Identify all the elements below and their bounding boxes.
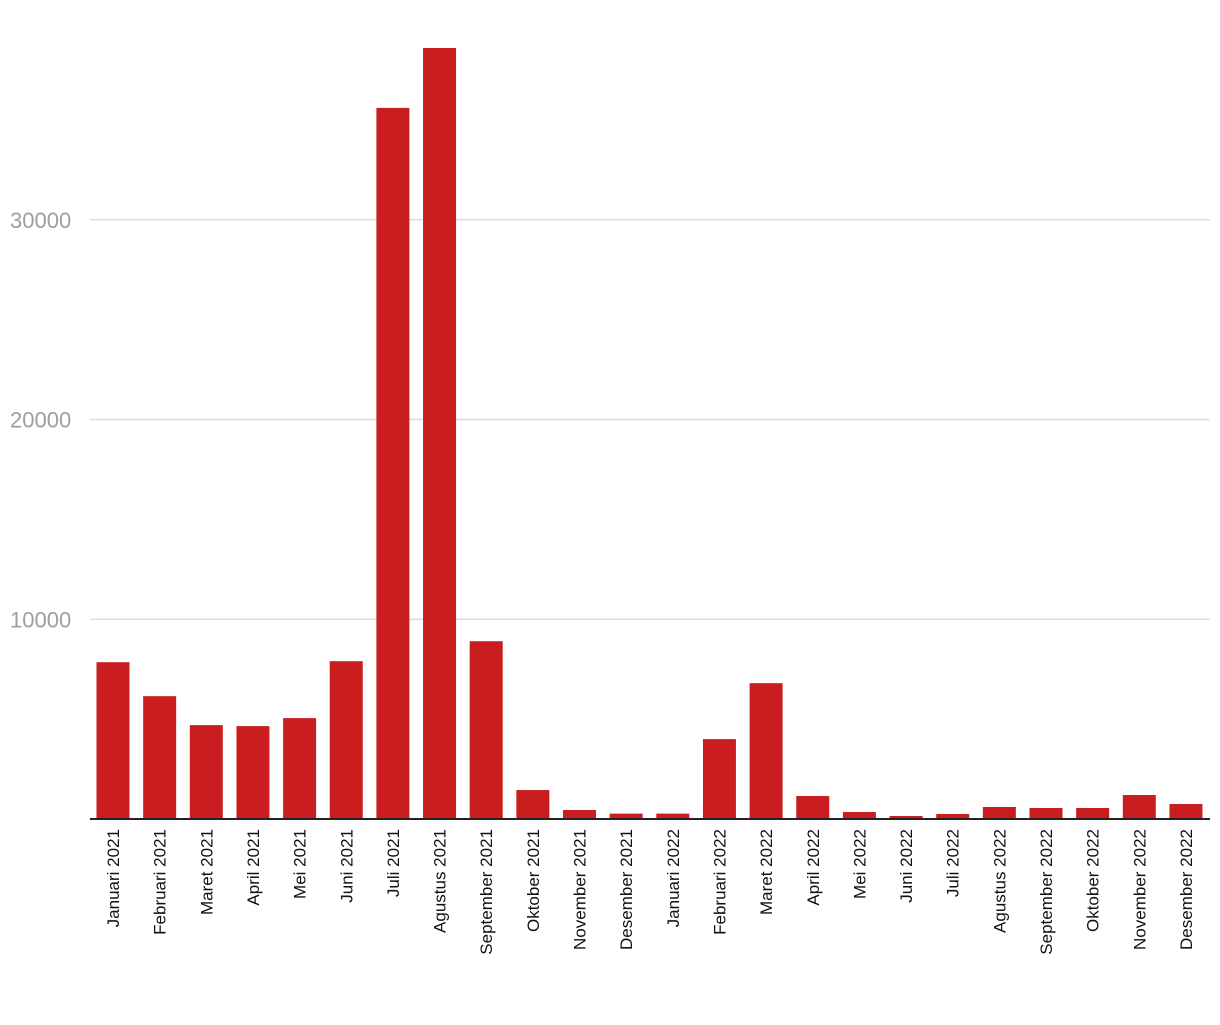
x-tick-label: Maret 2021 [197,829,216,915]
bar [796,796,830,819]
bar [702,739,736,819]
x-tick-label: Februari 2021 [151,829,170,935]
bar [1169,804,1203,819]
x-tick-label: Agustus 2021 [431,829,450,933]
x-tick-label: Juli 2021 [384,829,403,897]
bar [236,726,270,819]
y-tick-label: 30000 [10,208,71,233]
bar [1029,808,1063,819]
x-tick-label: September 2021 [477,829,496,955]
x-tick-label: Juni 2021 [337,829,356,903]
x-tick-label: April 2021 [244,829,263,906]
x-tick-label: Februari 2022 [710,829,729,935]
bar [889,816,923,819]
bar [469,641,503,819]
bar-series [96,48,1203,820]
bar [982,807,1016,819]
bar [563,810,596,819]
y-tick-label: 10000 [10,607,71,632]
bar [423,48,457,819]
bar [1122,795,1156,819]
x-tick-label: April 2022 [804,829,823,906]
bar [516,790,550,819]
bar [936,814,970,819]
x-tick-label: Mei 2021 [291,829,310,899]
y-axis-ticks: 10000 20000 30000 [10,208,71,632]
x-axis-ticks: Januari 2021 Februari 2021 Maret 2021 April… [104,829,1196,955]
y-tick-label: 20000 [10,408,71,433]
x-tick-label: November 2021 [571,829,590,950]
grid-layer [90,219,1210,621]
x-tick-label: Januari 2022 [664,829,683,927]
bar [609,813,643,819]
x-tick-label: Januari 2021 [104,829,123,927]
x-tick-label: Agustus 2022 [990,829,1009,933]
bar [283,718,317,819]
bar [329,661,363,819]
bar [143,696,177,819]
x-tick-label: Mei 2022 [850,829,869,899]
bar [1076,808,1110,819]
x-tick-label: Juli 2022 [944,829,963,897]
x-tick-label: Oktober 2021 [524,829,543,932]
x-tick-label: Desember 2021 [617,829,636,950]
bar [96,662,130,819]
x-tick-label: Desember 2022 [1177,829,1196,950]
x-tick-label: November 2022 [1130,829,1149,950]
x-tick-label: Juni 2022 [897,829,916,903]
bar [376,107,410,820]
bar [189,725,223,819]
bar [656,813,690,819]
x-tick-label: Maret 2022 [757,829,776,915]
bar [842,812,876,819]
x-tick-label: September 2022 [1037,829,1056,955]
x-tick-label: Oktober 2022 [1084,829,1103,932]
bar [749,683,783,819]
